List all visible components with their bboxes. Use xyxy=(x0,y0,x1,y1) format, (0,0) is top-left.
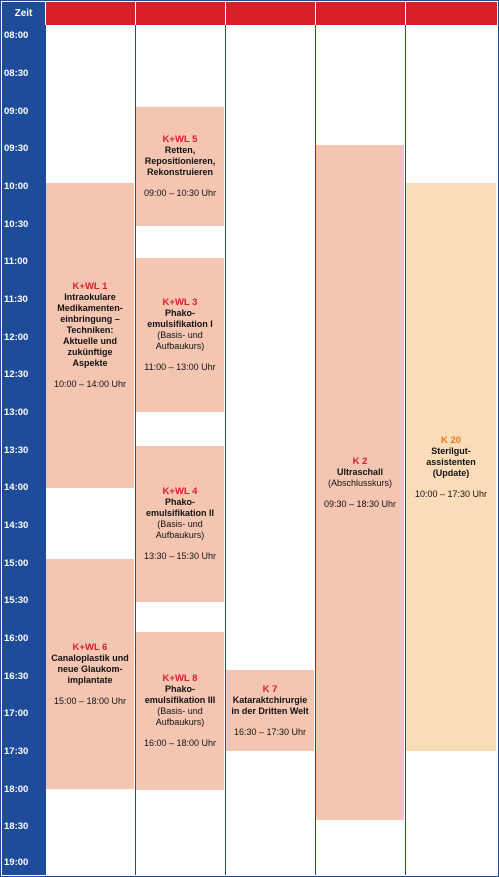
session-time: 16:30 – 17:30 Uhr xyxy=(233,726,307,737)
session-block[interactable]: K 20 Sterilgut-assistenten (Update) 10:0… xyxy=(406,183,496,751)
time-label: 15:30 xyxy=(4,595,29,606)
column-header-3 xyxy=(226,2,315,25)
session-time: 10:00 – 17:30 Uhr xyxy=(414,488,488,499)
session-block[interactable]: K+WL 3 Phako-emulsifikation I (Basis- un… xyxy=(136,258,224,412)
session-block[interactable]: K+WL 1 Intraokulare Medikamenten-einbrin… xyxy=(46,183,134,488)
column-header-1 xyxy=(46,2,135,25)
time-label: 09:30 xyxy=(4,143,29,154)
session-code: K+WL 8 xyxy=(162,673,198,684)
session-block[interactable]: K+WL 8 Phako-emulsifikation III (Basis- … xyxy=(136,632,224,790)
session-code: K+WL 3 xyxy=(162,297,198,308)
column-header-4 xyxy=(316,2,405,25)
session-block[interactable]: K 2 Ultraschall (Abschlusskurs) 09:30 – … xyxy=(316,145,404,820)
session-title: Kataraktchirurgie in der Dritten Welt xyxy=(231,694,309,716)
time-header: Zeit xyxy=(2,2,45,25)
time-label: 18:00 xyxy=(4,784,29,795)
time-label: 08:30 xyxy=(4,68,29,79)
session-time: 11:00 – 13:00 Uhr xyxy=(144,362,216,372)
time-label: 17:00 xyxy=(4,708,29,719)
session-title: Intraokulare Medikamenten-einbringung – … xyxy=(57,292,123,368)
session-time: 16:00 – 18:00 Uhr xyxy=(143,738,217,748)
time-label: 13:30 xyxy=(4,445,29,456)
session-title: Canaloplastik und neue Glaukom-implantat… xyxy=(51,652,129,685)
time-label: 13:00 xyxy=(4,407,29,418)
time-label: 10:00 xyxy=(4,181,29,192)
session-code: K 7 xyxy=(262,683,278,695)
session-code: K 2 xyxy=(352,455,368,467)
time-label: 14:30 xyxy=(4,520,29,531)
session-time: 09:30 – 18:30 Uhr xyxy=(323,498,397,509)
time-label: 17:30 xyxy=(4,746,29,757)
session-subtitle: (Abschlusskurs) xyxy=(327,477,392,488)
time-label: 19:00 xyxy=(4,857,29,868)
time-label: 12:00 xyxy=(4,332,29,343)
session-code: K 20 xyxy=(440,434,462,446)
session-time: 10:00 – 14:00 Uhr xyxy=(53,379,127,389)
time-label: 18:30 xyxy=(4,821,29,832)
session-title: Sterilgut-assistenten (Update) xyxy=(426,445,476,478)
time-label: 16:00 xyxy=(4,633,29,644)
session-code: K+WL 4 xyxy=(162,486,198,497)
session-block[interactable]: K+WL 5 Retten, Repositionieren, Rekonstr… xyxy=(136,107,224,226)
session-block[interactable]: K 7 Kataraktchirurgie in der Dritten Wel… xyxy=(226,670,314,751)
time-label: 09:00 xyxy=(4,106,29,117)
session-title: Ultraschall xyxy=(336,466,384,477)
session-title: Phako-emulsifikation I xyxy=(147,308,213,329)
session-subtitle: (Basis- und Aufbaukurs) xyxy=(155,706,205,727)
session-block[interactable]: K+WL 4 Phako-emulsifikation II (Basis- u… xyxy=(136,446,224,602)
time-label: 14:00 xyxy=(4,482,29,493)
time-label: 11:00 xyxy=(4,256,28,267)
time-label: 12:30 xyxy=(4,369,29,380)
column-header-2 xyxy=(136,2,225,25)
time-label: 15:00 xyxy=(4,558,29,569)
time-label: 08:00 xyxy=(4,30,29,41)
session-title: Retten, Repositionieren, Rekonstruieren xyxy=(144,145,216,177)
time-label: 16:30 xyxy=(4,671,29,682)
session-code: K+WL 5 xyxy=(162,134,198,145)
time-label: 11:30 xyxy=(4,294,28,305)
session-subtitle: (Basis- und Aufbaukurs) xyxy=(155,519,205,540)
time-column xyxy=(2,2,45,875)
session-code: K+WL 1 xyxy=(72,281,108,292)
column-header-5 xyxy=(406,2,497,25)
session-time: 15:00 – 18:00 Uhr xyxy=(53,695,127,706)
time-label: 10:30 xyxy=(4,219,29,230)
session-title: Phako-emulsifikation III xyxy=(144,684,216,705)
session-subtitle: (Basis- und Aufbaukurs) xyxy=(155,330,205,351)
session-code: K+WL 6 xyxy=(72,641,108,653)
session-title: Phako-emulsifikation II xyxy=(145,497,214,518)
session-time: 09:00 – 10:30 Uhr xyxy=(143,188,217,198)
session-block[interactable]: K+WL 6 Canaloplastik und neue Glaukom-im… xyxy=(46,559,134,789)
session-time: 13:30 – 15:30 Uhr xyxy=(143,551,217,561)
